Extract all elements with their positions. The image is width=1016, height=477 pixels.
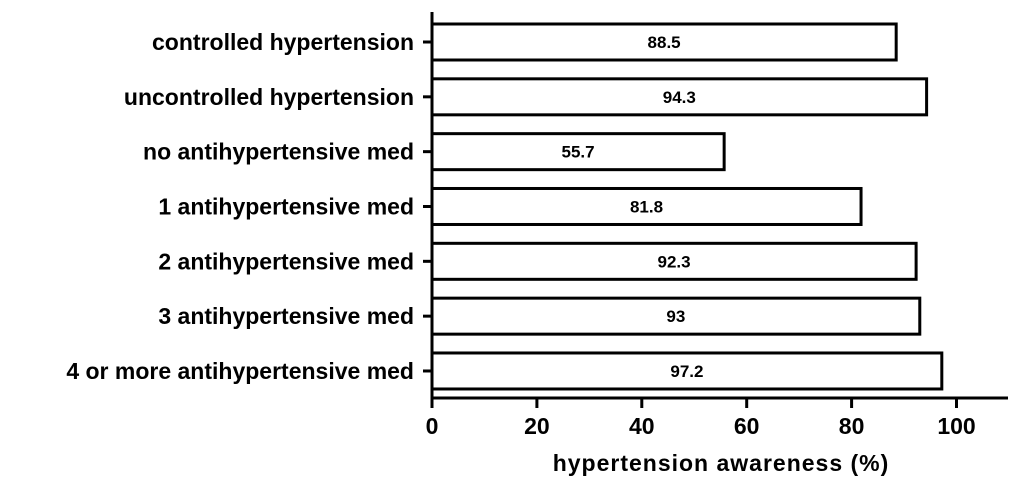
x-tick-label: 60 (734, 413, 760, 439)
bar-value-label: 97.2 (670, 362, 703, 381)
bar-value-label: 55.7 (562, 143, 595, 162)
category-label: uncontrolled hypertension (124, 84, 414, 110)
category-label: 1 antihypertensive med (158, 193, 414, 219)
axes-layer (423, 12, 1008, 408)
bar (430, 132, 726, 172)
bar-value-label: 93 (666, 307, 685, 326)
category-label: controlled hypertension (152, 29, 414, 55)
category-label: 4 or more antihypertensive med (66, 358, 414, 384)
bar (430, 186, 863, 226)
bar-value-label: 94.3 (663, 88, 696, 107)
x-axis-title: hypertension awareness (%) (553, 450, 890, 476)
category-label: 3 antihypertensive med (158, 303, 414, 329)
bar-value-label: 92.3 (658, 252, 691, 271)
x-tick-label: 0 (426, 413, 439, 439)
x-tick-label: 100 (937, 413, 975, 439)
bar (430, 351, 944, 391)
bar-value-label: 88.5 (648, 33, 681, 52)
bar (430, 241, 918, 281)
category-label: no antihypertensive med (143, 139, 414, 165)
labels-layer: controlled hypertension 88.5 uncontrolled … (66, 29, 975, 439)
x-tick-label: 80 (839, 413, 865, 439)
category-label: 2 antihypertensive med (158, 248, 414, 274)
x-tick-label: 40 (629, 413, 655, 439)
bar (430, 77, 929, 117)
x-tick-label: 20 (524, 413, 550, 439)
bars-layer (430, 22, 944, 391)
bar-value-label: 81.8 (630, 197, 663, 216)
